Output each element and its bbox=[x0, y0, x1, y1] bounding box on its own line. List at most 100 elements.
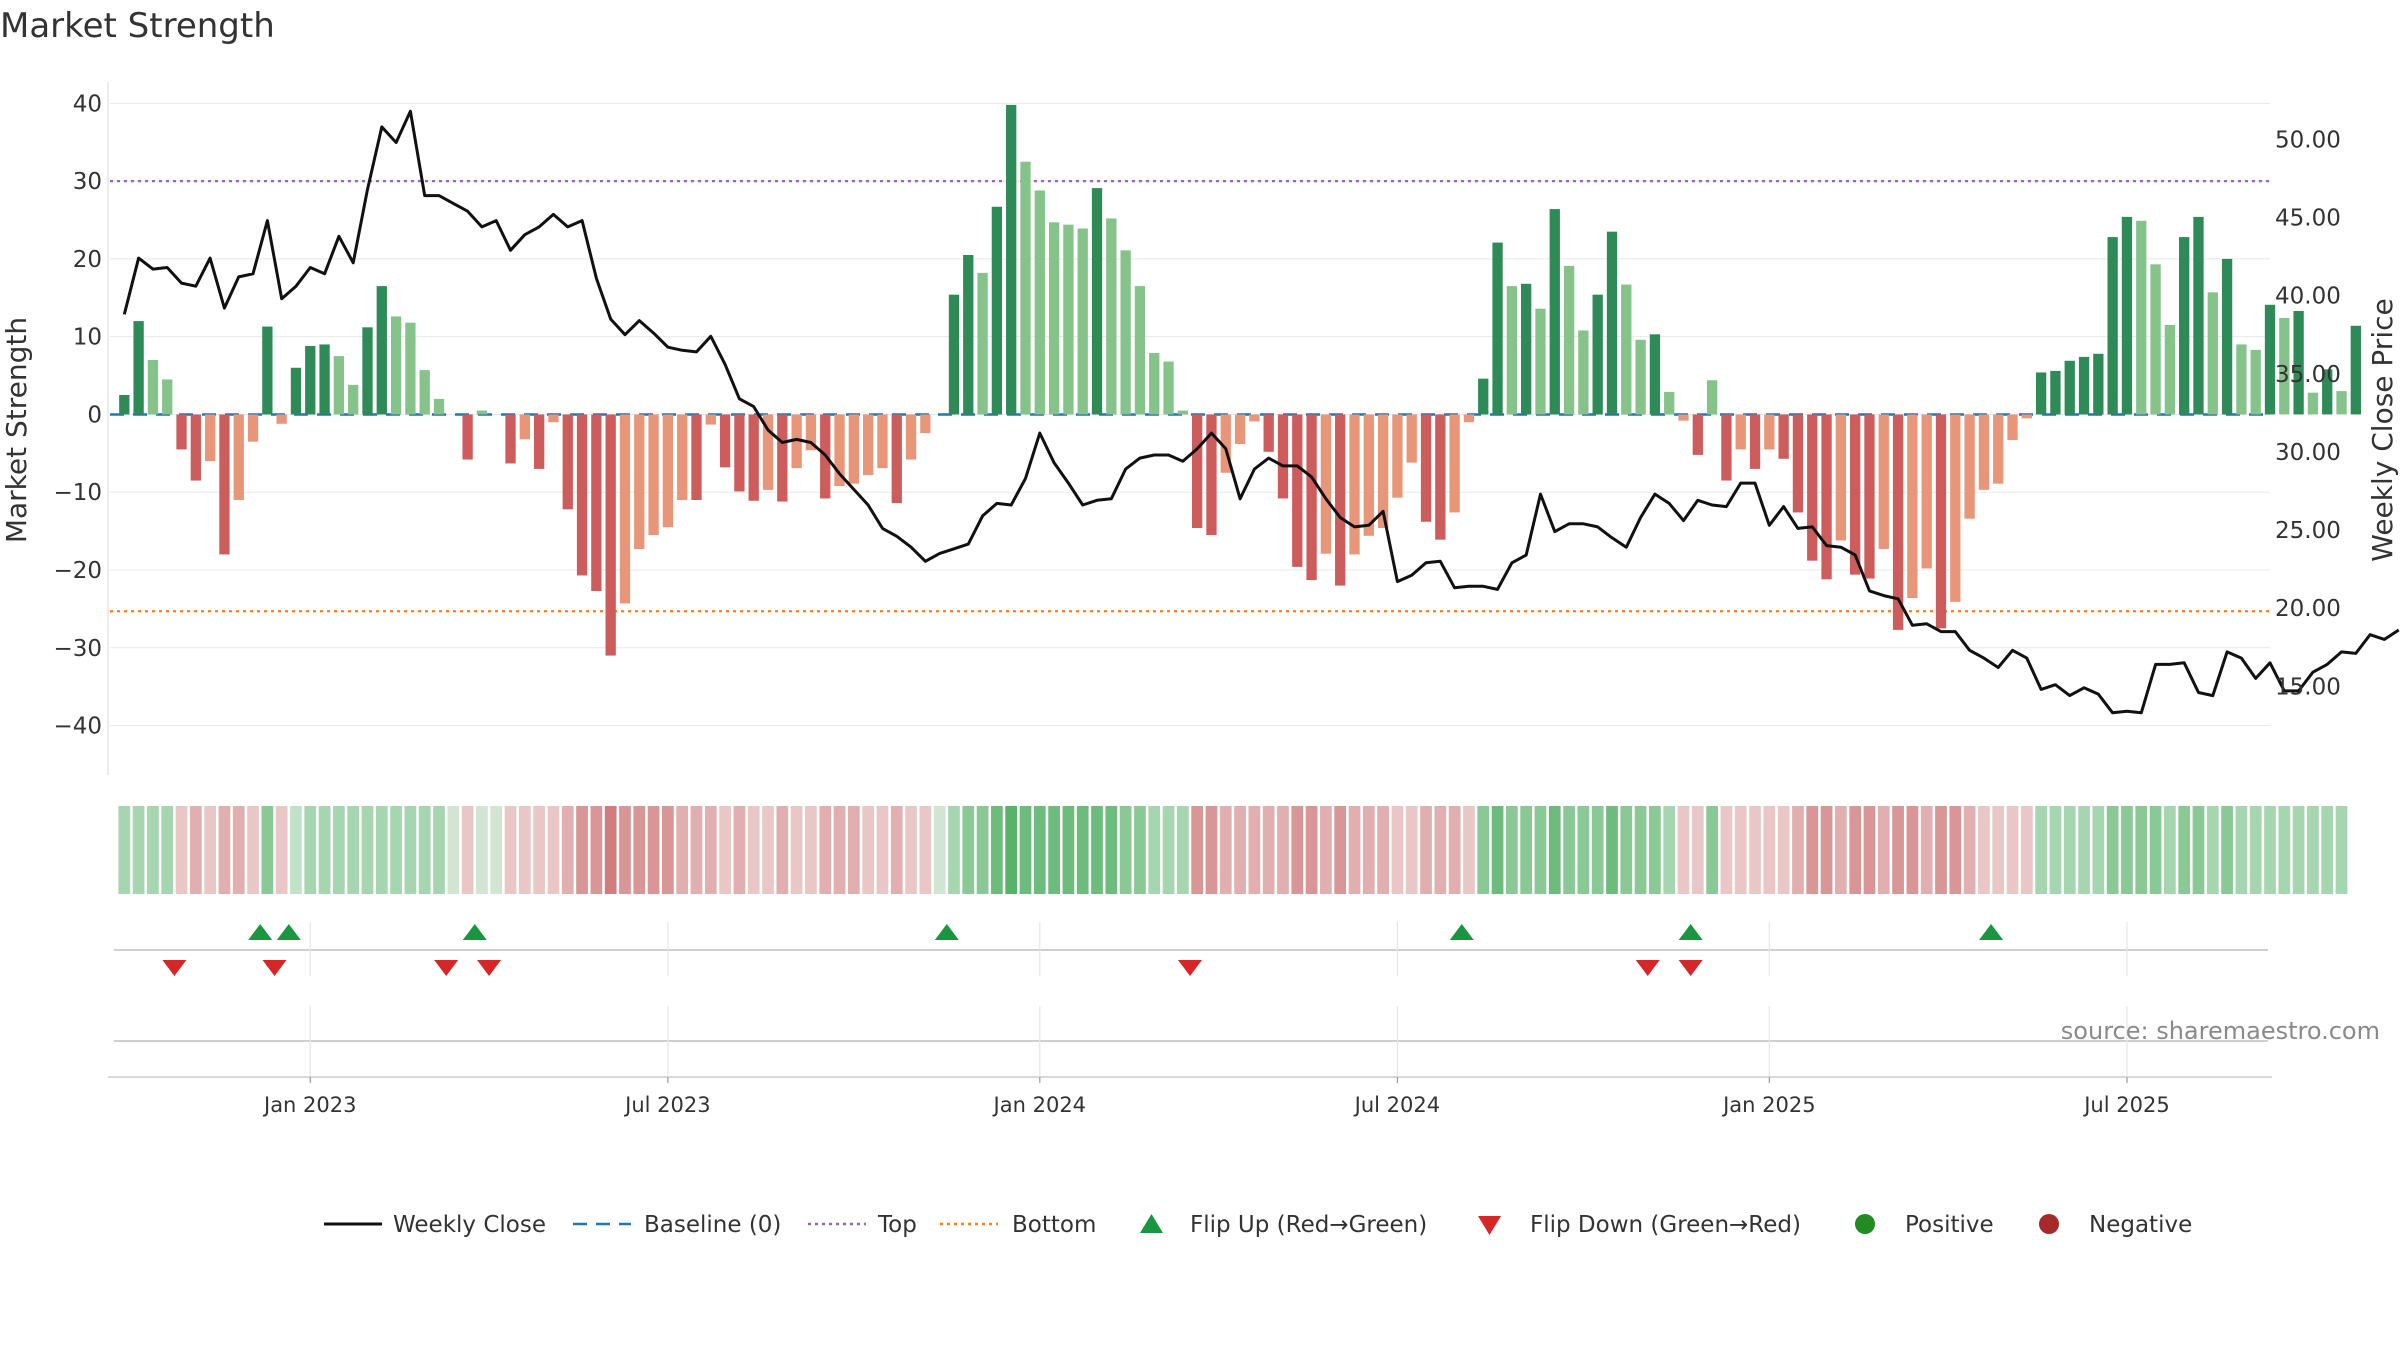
regime-band-cell bbox=[2020, 806, 2033, 894]
regime-band-cell bbox=[461, 806, 474, 894]
regime-band-cell bbox=[1505, 806, 1518, 894]
regime-band-cell bbox=[404, 806, 417, 894]
flip-down-marker bbox=[477, 960, 502, 976]
regime-band-cell bbox=[1162, 806, 1175, 894]
strength-bar bbox=[133, 321, 144, 415]
regime-band-cell bbox=[1477, 806, 1490, 894]
strength-bar bbox=[319, 344, 330, 415]
chart-title: Market Strength bbox=[0, 6, 275, 46]
legend-negative: Negative bbox=[2089, 1212, 2192, 1238]
regime-band-cell bbox=[1749, 806, 1761, 894]
regime-band-cell bbox=[1205, 806, 1218, 894]
strength-bar bbox=[2179, 237, 2190, 415]
regime-band-cell bbox=[204, 806, 216, 894]
regime-band-cell bbox=[1262, 806, 1275, 894]
strength-bar bbox=[2336, 391, 2347, 415]
strength-bar bbox=[991, 206, 1003, 415]
regime-band-cell bbox=[2278, 806, 2291, 894]
strength-bar bbox=[1778, 414, 1789, 459]
regime-band-cell bbox=[2264, 806, 2276, 894]
right-tick-label: 25.00 bbox=[2275, 518, 2341, 544]
regime-band-cell bbox=[905, 806, 917, 894]
regime-band-cell bbox=[991, 806, 1003, 894]
regime-band-cell bbox=[1563, 806, 1575, 894]
flip-up-marker bbox=[934, 924, 959, 940]
strength-bar bbox=[1406, 414, 1417, 463]
strength-bar bbox=[1506, 286, 1518, 415]
strength-bar bbox=[1420, 414, 1432, 522]
strength-bar bbox=[2164, 325, 2176, 415]
strength-bar bbox=[1592, 294, 1603, 415]
regime-band-cell bbox=[1620, 806, 1633, 894]
strength-bar bbox=[1149, 353, 1160, 415]
strength-bar bbox=[805, 414, 817, 451]
x-axis: Jan 2023 Jul 2023 Jan 2024 Jul 2024 Jan 2025… bbox=[108, 922, 2272, 1117]
left-tick-label: −30 bbox=[53, 636, 102, 662]
strength-bar bbox=[2293, 311, 2304, 415]
regime-band-cell bbox=[1548, 806, 1561, 894]
flip-markers bbox=[114, 924, 2268, 1042]
regime-band-cell bbox=[1148, 806, 1161, 894]
regime-band-cell bbox=[1234, 806, 1246, 894]
x-tick-label: Jul 2024 bbox=[1353, 1093, 1440, 1117]
regime-band-cell bbox=[933, 806, 946, 894]
strength-bar bbox=[948, 294, 960, 415]
strength-bar bbox=[119, 395, 130, 415]
regime-band-cell bbox=[633, 806, 646, 894]
x-tick-label: Jul 2023 bbox=[623, 1093, 710, 1117]
strength-bar bbox=[791, 414, 802, 469]
strength-bar bbox=[1864, 414, 1875, 579]
strength-bar bbox=[905, 414, 917, 460]
regime-band-cell bbox=[2149, 806, 2162, 894]
strength-bar bbox=[533, 414, 545, 469]
regime-band-cell bbox=[1978, 806, 1990, 894]
strength-bar bbox=[1206, 414, 1217, 535]
strength-bar bbox=[1192, 414, 1203, 528]
strength-bar bbox=[1063, 224, 1074, 415]
regime-band-cell bbox=[1405, 806, 1418, 894]
strength-bar bbox=[963, 255, 974, 415]
right-tick-label: 15.00 bbox=[2275, 674, 2341, 700]
strength-bar bbox=[1735, 414, 1746, 450]
strength-bar bbox=[1349, 414, 1360, 555]
strength-bar bbox=[748, 414, 759, 501]
regime-band-cell bbox=[189, 806, 202, 894]
strength-bar bbox=[762, 414, 774, 490]
strength-bar bbox=[2007, 414, 2018, 441]
strength-bar bbox=[877, 414, 888, 469]
regime-band-cell bbox=[347, 806, 360, 894]
regime-band-cell bbox=[576, 806, 588, 894]
strength-bar bbox=[1835, 414, 1847, 541]
flip-up-marker bbox=[462, 924, 487, 940]
regime-band-cell bbox=[1634, 806, 1647, 894]
strength-bar bbox=[1749, 414, 1761, 469]
strength-bar bbox=[1721, 414, 1732, 481]
strength-bar bbox=[176, 414, 187, 450]
regime-band-cell bbox=[547, 806, 560, 894]
strength-bar bbox=[190, 414, 201, 481]
strength-bar bbox=[376, 286, 387, 415]
regime-band-cell bbox=[1992, 806, 2005, 894]
regime-band-cell bbox=[948, 806, 960, 894]
regime-band-cell bbox=[2192, 806, 2205, 894]
strength-bar bbox=[204, 414, 216, 462]
regime-band-cell bbox=[1191, 806, 1204, 894]
left-tick-label: −20 bbox=[53, 558, 102, 584]
regime-band-cell bbox=[390, 806, 402, 894]
strength-bar bbox=[619, 414, 631, 604]
regime-band-cell bbox=[1877, 806, 1890, 894]
strength-bar bbox=[1106, 218, 1117, 415]
strength-bar bbox=[1435, 414, 1446, 540]
strength-bar bbox=[1392, 414, 1403, 498]
strength-bar bbox=[1449, 414, 1460, 513]
strength-bar bbox=[1478, 378, 1489, 415]
strength-bar bbox=[1292, 414, 1303, 567]
strength-bar bbox=[591, 414, 602, 591]
x-tick-label: Jan 2023 bbox=[262, 1093, 357, 1117]
strength-bar bbox=[734, 414, 745, 492]
regime-band-cell bbox=[2121, 806, 2133, 894]
strength-bar bbox=[648, 414, 659, 535]
regime-band-cell bbox=[1219, 806, 1232, 894]
strength-bar bbox=[1549, 209, 1560, 415]
